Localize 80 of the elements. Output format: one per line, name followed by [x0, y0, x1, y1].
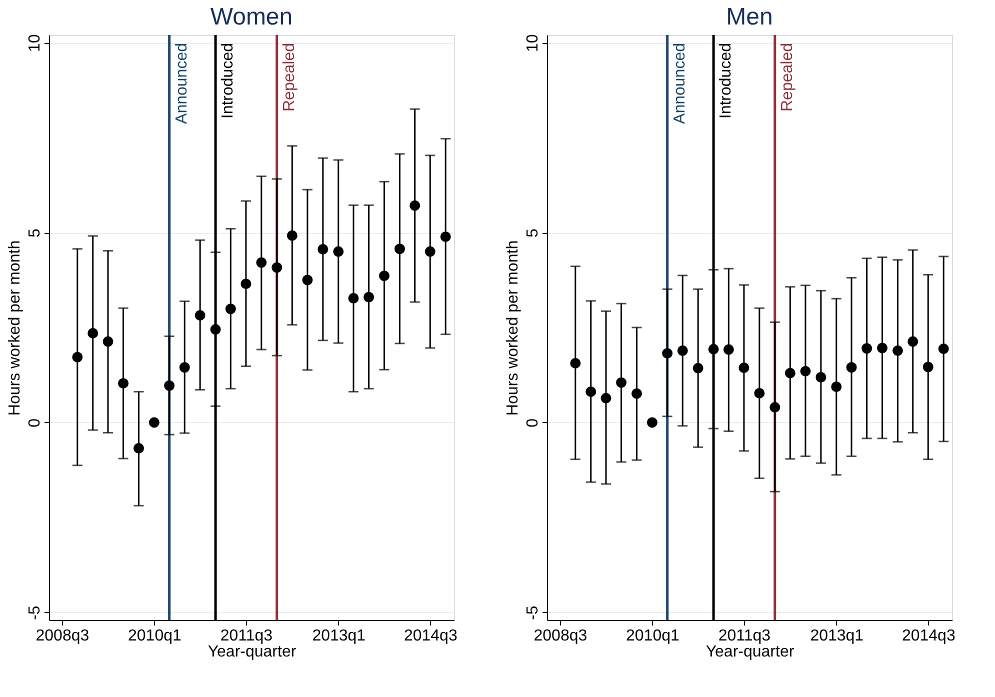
- point: [379, 270, 390, 282]
- point: [800, 366, 811, 376]
- x-tick-label: 2010q1: [626, 628, 680, 644]
- point: [692, 362, 704, 374]
- x-tick-label: 2014q3: [902, 628, 956, 644]
- ref-line-label: Repealed: [280, 43, 298, 112]
- point: [908, 336, 918, 347]
- point: [88, 328, 98, 338]
- ref-line-label: Repealed: [778, 43, 796, 112]
- point: [677, 345, 688, 356]
- y-tick-label: 0: [26, 418, 44, 428]
- y-axis-title: Hours worked per month: [504, 240, 522, 416]
- point: [133, 443, 144, 454]
- point: [586, 386, 596, 397]
- point: [754, 388, 765, 398]
- point: [225, 304, 236, 314]
- point: [256, 257, 267, 268]
- point: [831, 382, 842, 392]
- ref-line-label: Introduced: [718, 43, 735, 119]
- y-tick-label: 5: [524, 228, 542, 238]
- x-tick-label: 2010q1: [128, 628, 182, 644]
- point: [770, 402, 780, 413]
- point: [570, 358, 581, 368]
- point: [272, 262, 282, 273]
- y-tick-label: -5: [524, 606, 542, 620]
- point: [938, 344, 949, 354]
- y-tick-label: 0: [524, 418, 542, 428]
- point: [148, 417, 160, 428]
- point: [72, 352, 83, 362]
- y-axis-title: Hours worked per month: [6, 240, 24, 416]
- point: [723, 344, 734, 355]
- point: [364, 292, 374, 302]
- x-tick-label: 2013q1: [810, 628, 864, 644]
- ref-line-label: Announced: [671, 43, 688, 124]
- y-tick-label: 10: [26, 34, 44, 52]
- y-tick-label: 5: [26, 228, 44, 238]
- point: [846, 362, 857, 373]
- x-tick-label: 2013q1: [312, 628, 366, 644]
- point: [631, 388, 642, 399]
- point: [179, 362, 190, 373]
- point: [738, 362, 750, 373]
- y-tick-label: 10: [524, 34, 542, 52]
- point: [240, 278, 252, 290]
- point: [662, 348, 673, 359]
- point: [286, 230, 298, 241]
- point: [333, 246, 344, 257]
- chart-title: Men: [726, 4, 773, 31]
- x-tick-label: 2011q3: [718, 628, 771, 644]
- point: [118, 378, 129, 389]
- ref-line-label: Announced: [173, 43, 190, 124]
- point: [102, 336, 114, 347]
- point: [302, 274, 313, 286]
- x-tick-label: 2011q3: [220, 628, 273, 644]
- point: [410, 200, 420, 211]
- chart-title: Women: [210, 4, 293, 31]
- point: [394, 244, 405, 254]
- point: [877, 342, 888, 354]
- point: [440, 231, 451, 242]
- point: [194, 310, 206, 321]
- x-tick-label: 2014q3: [404, 628, 458, 644]
- point: [862, 343, 872, 354]
- point: [784, 368, 796, 378]
- x-tick-label: 2008q3: [36, 628, 90, 644]
- ref-line-label: Introduced: [220, 43, 237, 119]
- x-tick-label: 2008q3: [534, 628, 588, 644]
- point: [600, 392, 612, 404]
- point: [892, 345, 903, 356]
- point: [646, 417, 658, 428]
- point: [164, 380, 175, 391]
- point: [210, 324, 221, 335]
- x-axis-title: Year-quarter: [706, 644, 795, 660]
- y-tick-label: -5: [26, 606, 44, 620]
- point: [922, 362, 934, 372]
- x-axis-title: Year-quarter: [208, 644, 297, 660]
- point: [616, 377, 627, 388]
- point: [816, 372, 826, 382]
- point: [708, 344, 719, 354]
- point: [424, 246, 436, 257]
- point: [318, 244, 328, 254]
- point: [348, 293, 359, 304]
